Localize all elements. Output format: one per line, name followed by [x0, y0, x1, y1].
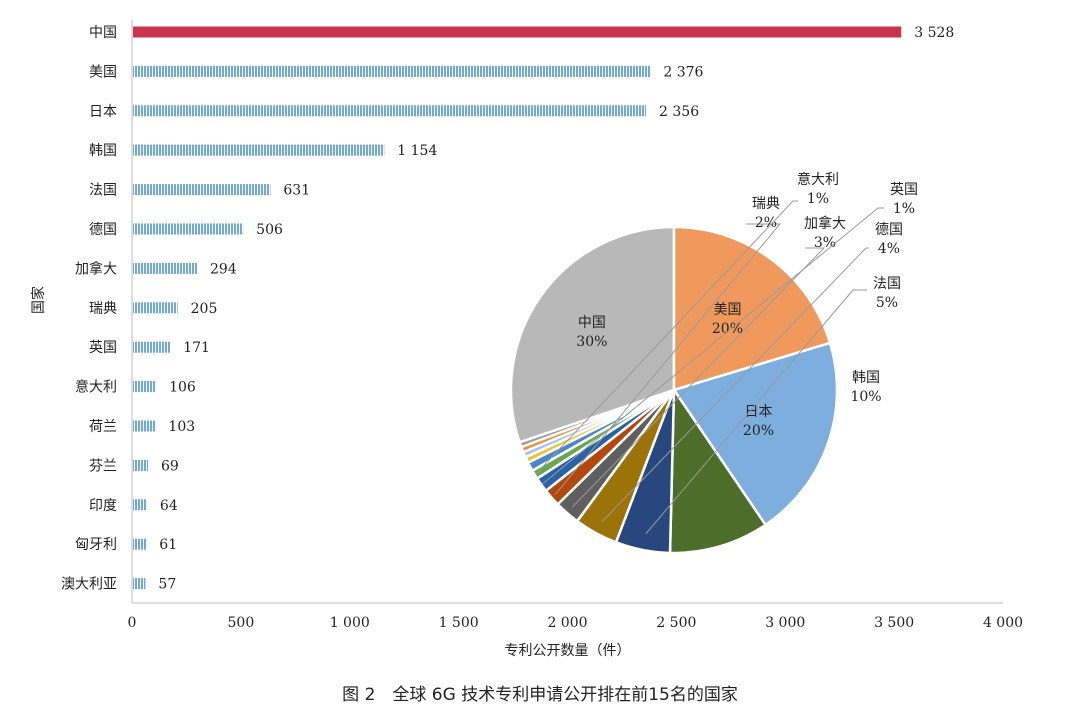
value-label: 2 356: [659, 104, 699, 120]
value-label: 2 376: [663, 64, 703, 80]
pie-slice: [518, 388, 675, 449]
pie-slice-pct: 4%: [878, 241, 900, 257]
bar: [133, 381, 157, 393]
pie-slice: [672, 341, 839, 527]
bar: [133, 420, 156, 432]
pie-slice: [668, 386, 768, 555]
category-label: 印度: [89, 498, 117, 514]
value-label: 103: [168, 419, 195, 435]
category-label: 韩国: [89, 143, 117, 159]
bar-chart: 中国 3 528 美国 2 376 日本 2 356 韩国 1 154 法国 631 德国 506 加拿…: [30, 20, 1023, 659]
value-label: 1 154: [397, 143, 437, 159]
pie-slice-pct: 3%: [814, 235, 836, 251]
y-axis-title: 国家: [30, 286, 47, 314]
value-label: 57: [158, 577, 176, 593]
x-axis-title: 专利公开数量（件）: [505, 643, 631, 659]
x-tick-label: 3 500: [874, 615, 914, 631]
bar: [133, 105, 647, 117]
pie-slice-pct: 30%: [576, 334, 607, 350]
bar: [133, 538, 147, 550]
category-label: 英国: [89, 339, 117, 356]
pie-slice-label: 美国: [713, 302, 741, 318]
x-tick-label: 4 000: [983, 615, 1023, 631]
category-label: 德国: [89, 222, 117, 238]
bar: [133, 459, 149, 471]
pie-slice-label: 中国: [578, 315, 606, 331]
x-tick-label: 1 500: [439, 615, 479, 631]
pie-slice-pct: 2%: [755, 215, 777, 231]
value-label: 171: [183, 340, 210, 356]
pie-slice: [672, 225, 832, 392]
value-label: 294: [210, 261, 237, 277]
pie-slice-pct: 5%: [876, 295, 898, 311]
value-label: 64: [160, 498, 178, 514]
category-label: 瑞典: [89, 301, 117, 317]
value-label: 69: [161, 458, 179, 474]
pie-leader-line: [572, 247, 826, 508]
x-tick-label: 500: [228, 615, 255, 631]
bar: [133, 184, 271, 196]
bar: [133, 578, 146, 590]
category-label: 日本: [89, 104, 117, 120]
value-label: 506: [256, 222, 283, 238]
pie-slice-label: 意大利: [797, 171, 839, 188]
category-label: 意大利: [75, 379, 117, 396]
pie-slice-pct: 10%: [850, 389, 881, 405]
bar: [133, 26, 902, 38]
pie-slice-pct: 1%: [893, 201, 915, 217]
pie-leader-line: [601, 247, 869, 522]
value-label: 3 528: [914, 25, 954, 41]
x-tick-label: 3 000: [765, 615, 805, 631]
category-label: 澳大利亚: [61, 577, 117, 593]
category-label: 芬兰: [89, 458, 117, 474]
pie-slice-label: 法国: [873, 276, 901, 292]
figure-caption: 图 2 全球 6G 技术专利申请公开排在前15名的国家: [342, 685, 738, 705]
pie-slice-label: 英国: [890, 181, 918, 198]
chart-canvas: 中国 3 528 美国 2 376 日本 2 356 韩国 1 154 法国 631 德国 506 加拿…: [30, 20, 1023, 659]
bar: [133, 302, 178, 314]
pie-slice: [509, 225, 676, 444]
value-label: 205: [191, 301, 218, 317]
pie-slice-label: 德国: [875, 222, 903, 238]
pie-slice-pct: 20%: [743, 423, 774, 439]
category-label: 加拿大: [75, 260, 117, 277]
bar: [133, 223, 244, 235]
category-label: 中国: [89, 25, 117, 41]
bar: [133, 65, 651, 77]
pie-leader-line: [535, 200, 798, 475]
pie-leader-line: [554, 223, 782, 495]
value-label: 61: [159, 537, 177, 553]
x-tick-label: 0: [128, 615, 137, 631]
category-label: 匈牙利: [75, 537, 117, 553]
bar: [133, 499, 147, 511]
value-label: 106: [169, 380, 196, 396]
pie-slice-label: 日本: [744, 404, 772, 420]
value-label: 631: [283, 183, 310, 199]
x-tick-label: 2 000: [547, 615, 587, 631]
category-label: 荷兰: [89, 419, 117, 435]
pie-leader-line: [542, 207, 884, 485]
pie-slice-label: 加拿大: [804, 215, 846, 232]
bar: [133, 144, 385, 156]
x-tick-label: 1 000: [330, 615, 370, 631]
pie-slice-pct: 1%: [807, 191, 829, 207]
pie-slice-label: 瑞典: [752, 196, 780, 212]
bar: [133, 341, 171, 353]
x-tick-label: 2 500: [656, 615, 696, 631]
pie-leader-line: [645, 289, 867, 535]
bar: [133, 262, 198, 274]
pie-chart: 中国30%美国20%日本20%韩国10%法国5%德国4%加拿大3%瑞典2%英国1…: [509, 171, 918, 555]
pie-slice-label: 韩国: [852, 370, 880, 386]
category-label: 美国: [89, 64, 117, 80]
category-label: 法国: [89, 183, 117, 199]
